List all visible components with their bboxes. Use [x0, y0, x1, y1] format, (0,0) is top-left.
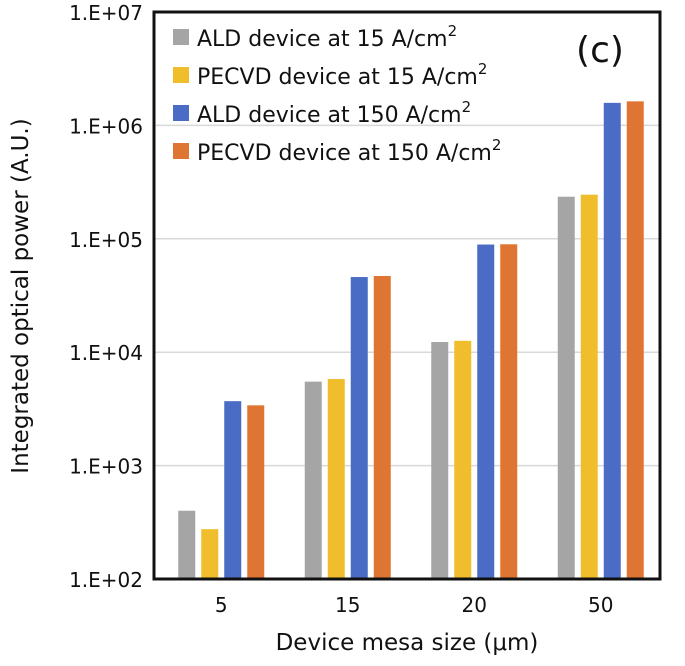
bar [603, 102, 621, 579]
y-tick-label: 1.E+05 [69, 228, 143, 252]
bar [224, 401, 242, 579]
bar [580, 194, 598, 579]
bar [454, 340, 472, 579]
plot-frame [152, 10, 662, 581]
legend-label: PECVD device at 15 A/cm2 [197, 60, 487, 90]
legend-label: PECVD device at 150 A/cm2 [197, 136, 501, 166]
x-tick-label: 5 [215, 593, 228, 617]
bar [626, 101, 644, 580]
legend-swatch [173, 29, 189, 45]
bar [373, 275, 391, 579]
legend-swatch [173, 143, 189, 159]
bar [477, 244, 495, 579]
y-axis-label: Integrated optical power (A.U.) [8, 118, 34, 473]
y-tick-label: 1.E+06 [69, 114, 143, 138]
y-tick-label: 1.E+02 [69, 568, 143, 592]
bar [304, 381, 322, 579]
legend-swatch [173, 105, 189, 121]
legend-swatch [173, 67, 189, 83]
bar [431, 342, 449, 579]
bar [178, 510, 196, 579]
x-tick-label: 50 [588, 593, 613, 617]
y-tick-label: 1.E+04 [69, 341, 143, 365]
bar [500, 244, 518, 579]
bar [201, 529, 219, 579]
x-axis-label: Device mesa size (μm) [276, 630, 539, 656]
legend-label: ALD device at 15 A/cm2 [197, 22, 457, 52]
x-tick-label: 15 [335, 593, 360, 617]
panel-label: (c) [576, 30, 624, 71]
bar [350, 277, 368, 579]
x-tick-label: 20 [462, 593, 487, 617]
legend-label: ALD device at 150 A/cm2 [197, 98, 471, 128]
bar [247, 405, 265, 579]
bar [557, 196, 575, 580]
y-tick-label: 1.E+07 [69, 1, 143, 25]
bar [327, 379, 345, 579]
y-tick-label: 1.E+03 [69, 455, 143, 479]
